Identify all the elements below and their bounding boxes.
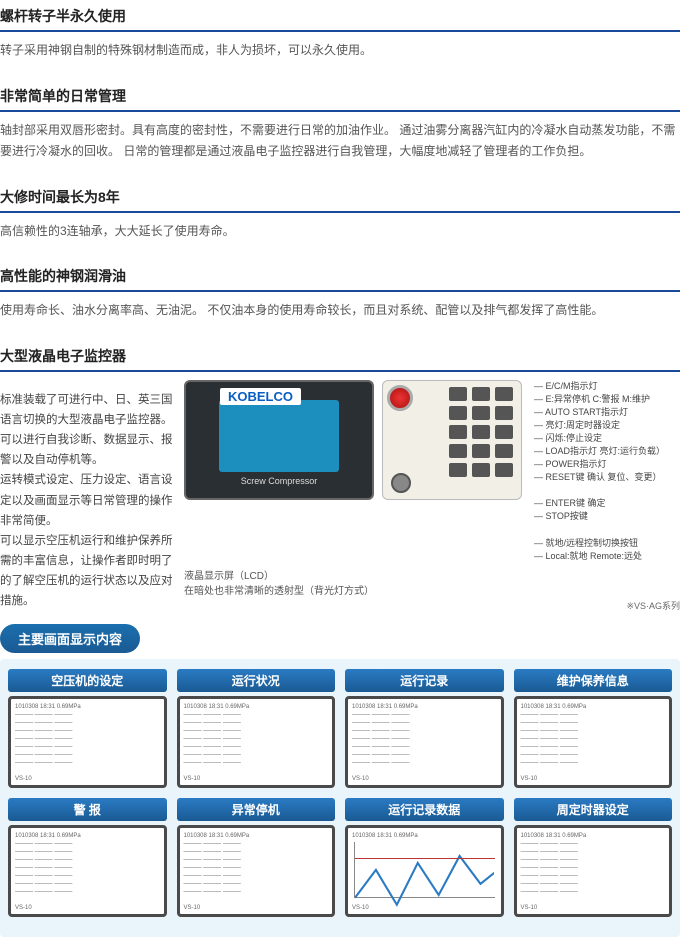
thumbnail: 运行状况 1010308 18:31 0.69MPa——— ——— —————— … [177,669,336,788]
thumb-header-tiny: 1010308 18:31 0.69MPa [352,832,497,840]
thumbnail: 维护保养信息 1010308 18:31 0.69MPa——— ——— —————… [514,669,673,788]
thumb-title: 运行记录数据 [345,798,504,821]
thumbnails-area: 空压机的设定 1010308 18:31 0.69MPa——— ——— —————… [0,659,680,937]
thumbnail: 周定时器设定 1010308 18:31 0.69MPa——— ——— —————… [514,798,673,917]
panel-button-icon [449,444,467,458]
thumbnail: 警 报 1010308 18:31 0.69MPa——— ——— —————— —… [8,798,167,917]
annotation-line: — POWER指示灯 [534,458,680,471]
thumb-title: 警 报 [8,798,167,821]
thumb-title: 运行状况 [177,669,336,692]
button-panel [382,380,522,500]
annotation-line: — E:异常停机 C:警报 M:维护 [534,393,680,406]
brand-label: KOBELCO [220,388,301,405]
annotation-line: — E/C/M指示灯 [534,380,680,393]
thumb-header-tiny: 1010308 18:31 0.69MPa [184,832,329,840]
thumb-footer-tiny: VS-10 [521,904,538,912]
emergency-stop-icon [387,385,413,411]
annotation-line: — 闪烁:停止设定 [534,432,680,445]
annotation-line: — ENTER键 确定 [534,497,680,510]
annotation-list: — E/C/M指示灯— E:异常停机 C:警报 M:维护— AUTO START… [530,380,680,563]
thumb-screen: 1010308 18:31 0.69MPa——— ——— —————— ——— … [514,696,673,788]
thumb-header-tiny: 1010308 18:31 0.69MPa [184,703,329,711]
section-title: 大修时间最长为8年 [0,181,680,213]
annotation-line: — 亮灯:周定时器设定 [534,419,680,432]
thumb-title: 异常停机 [177,798,336,821]
key-switch-icon [391,473,411,493]
annotation-line: — Local:就地 Remote:远处 [534,550,680,563]
panel-button-icon [495,463,513,477]
thumbnail: 空压机的设定 1010308 18:31 0.69MPa——— ——— —————… [8,669,167,788]
thumb-footer-tiny: VS-10 [352,904,369,912]
thumb-screen: 1010308 18:31 0.69MPa——— ——— —————— ——— … [177,696,336,788]
thumb-screen: 1010308 18:31 0.69MPa——— ——— —————— ——— … [8,696,167,788]
panel-button-icon [449,387,467,401]
lcd-caption: 液晶显示屏（LCD）在暗处也非常清晰的透射型（背光灯方式） [184,567,680,597]
thumb-footer-tiny: VS-10 [184,904,201,912]
section-title: 非常简单的日常管理 [0,80,680,112]
monitor-desc-line: 运转模式设定、压力设定、语言设定以及画面显示等日常管理的操作非常简便。 [0,470,174,530]
thumbnail: 运行记录数据 1010308 18:31 0.69MPa VS-10 [345,798,504,917]
panel-button-icon [472,444,490,458]
lcd-unit: KOBELCO Screw Compressor [184,380,374,500]
thumb-header-tiny: 1010308 18:31 0.69MPa [521,703,666,711]
panel-button-icon [495,406,513,420]
panel-button-icon [495,425,513,439]
thumb-title: 维护保养信息 [514,669,673,692]
panel-button-icon [472,425,490,439]
annotation-line [534,523,680,536]
panel-button-icon [449,463,467,477]
section-body: 轴封部采用双唇形密封。具有高度的密封性，不需要进行日常的加油作业。 通过油雾分离… [0,120,680,181]
section-body: 使用寿命长、油水分离率高、无油泥。 不仅油本身的使用寿命较长，而且对系统、配管以… [0,300,680,340]
thumb-header-tiny: 1010308 18:31 0.69MPa [521,832,666,840]
thumb-screen: 1010308 18:31 0.69MPa——— ——— —————— ——— … [345,696,504,788]
monitor-desc-line: 可以进行自我诊断、数据显示、报警以及自动停机等。 [0,430,174,470]
screw-label: Screw Compressor [241,476,318,486]
series-note: ※VS·AG系列 [184,599,680,612]
thumb-title: 运行记录 [345,669,504,692]
thumb-footer-tiny: VS-10 [15,904,32,912]
lcd-screen [219,400,339,472]
thumb-screen: 1010308 18:31 0.69MPa——— ——— —————— ——— … [514,825,673,917]
monitor-desc-line: 可以显示空压机运行和维护保养所需的丰富信息，让操作者即时明了的了解空压机的运行状… [0,531,174,612]
panel-button-icon [472,463,490,477]
monitor-desc-line: 标准装载了可进行中、日、英三国语言切换的大型液晶电子监控器。 [0,390,174,430]
panel-button-icon [449,425,467,439]
annotation-line: — STOP按键 [534,510,680,523]
section-title: 高性能的神钢润滑油 [0,260,680,292]
panel-button-icon [449,406,467,420]
thumb-title: 周定时器设定 [514,798,673,821]
section-title: 螺杆转子半永久使用 [0,0,680,32]
thumbnail: 异常停机 1010308 18:31 0.69MPa——— ——— —————— … [177,798,336,917]
section-body: 高信赖性的3连轴承，大大延长了使用寿命。 [0,221,680,261]
annotation-line: — LOAD指示灯 亮灯:运行负载） [534,445,680,458]
panel-button-icon [495,444,513,458]
annotation-line: — AUTO START指示灯 [534,406,680,419]
thumbnail: 运行记录 1010308 18:31 0.69MPa——— ——— —————— … [345,669,504,788]
section-title-monitor: 大型液晶电子监控器 [0,340,680,372]
monitor-description: 标准装载了可进行中、日、英三国语言切换的大型液晶电子监控器。可以进行自我诊断、数… [0,380,174,612]
annotation-line: — 就地/远程控制切换按钮 [534,537,680,550]
thumb-header-tiny: 1010308 18:31 0.69MPa [15,832,160,840]
section-body: 转子采用神钢自制的特殊钢材制造而成，非人为损坏，可以永久使用。 [0,40,680,80]
thumbs-banner: 主要画面显示内容 [0,624,140,653]
thumb-header-tiny: 1010308 18:31 0.69MPa [352,703,497,711]
panel-button-icon [495,387,513,401]
thumb-header-tiny: 1010308 18:31 0.69MPa [15,703,160,711]
control-panel-figure: KOBELCO Screw Compressor — E/C/M指示灯— E:异常停… [184,380,680,563]
annotation-line [534,484,680,497]
annotation-line: — RESET键 确认 复位、变更） [534,471,680,484]
panel-button-icon [472,387,490,401]
panel-button-icon [472,406,490,420]
thumb-screen: 1010308 18:31 0.69MPa——— ——— —————— ——— … [8,825,167,917]
thumb-title: 空压机的设定 [8,669,167,692]
thumb-screen: 1010308 18:31 0.69MPa——— ——— —————— ——— … [177,825,336,917]
thumb-screen: 1010308 18:31 0.69MPa VS-10 [345,825,504,917]
